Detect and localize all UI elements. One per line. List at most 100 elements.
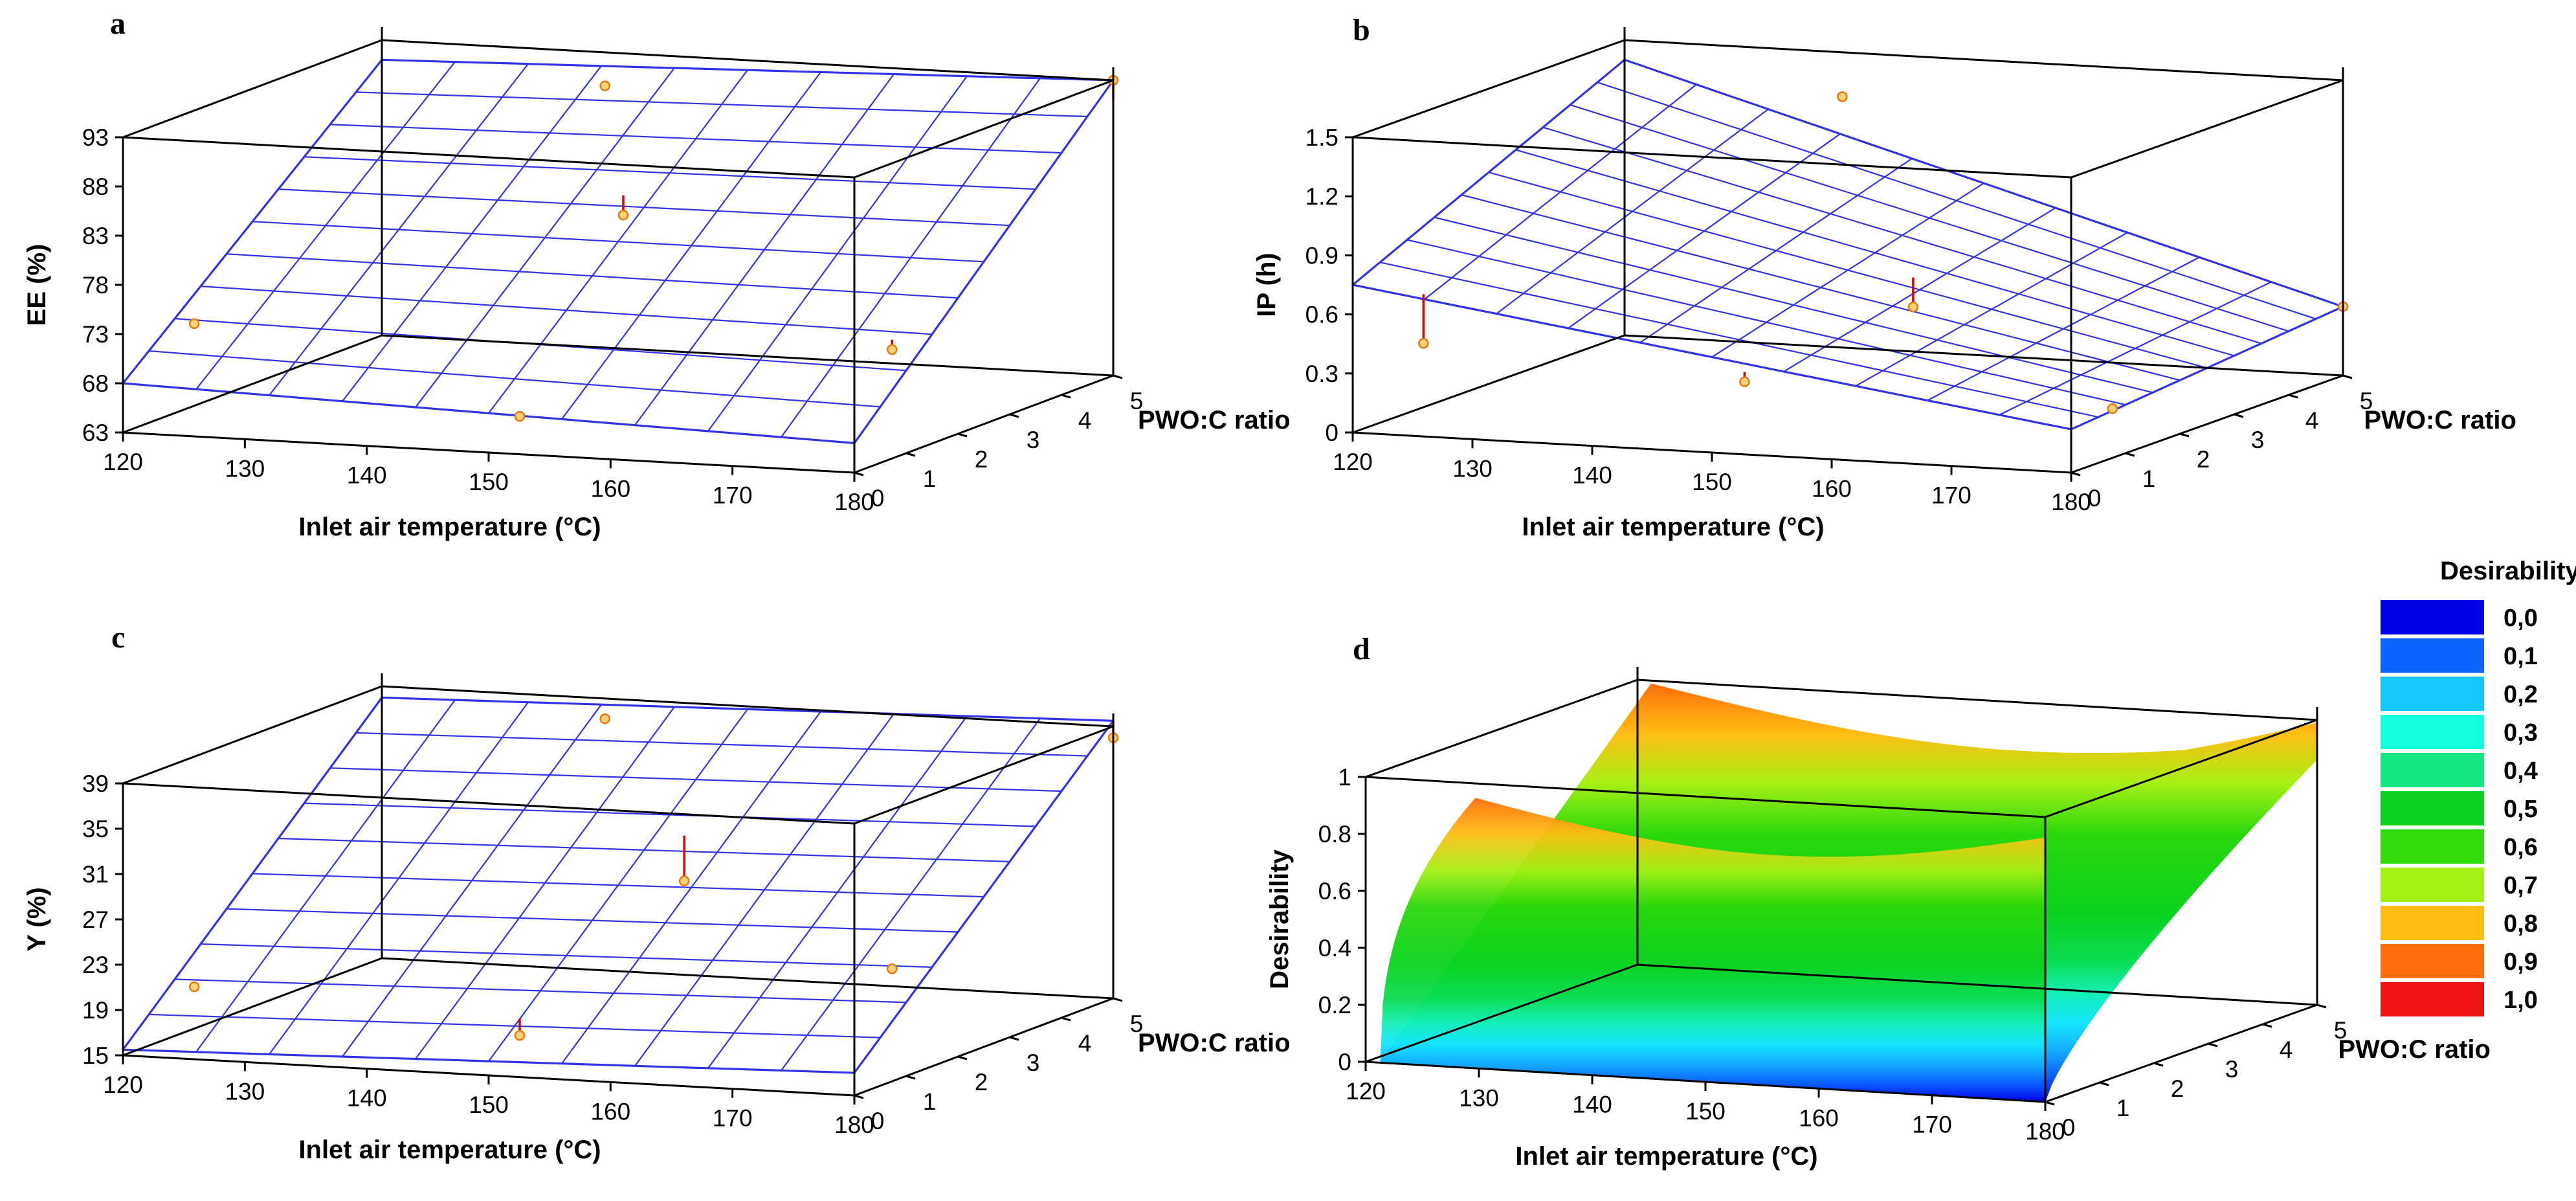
legend-label: 0,6 — [2504, 834, 2538, 861]
surface-grid-line — [1424, 84, 1697, 300]
y-axis-label: PWO:C ratio — [1138, 406, 1291, 434]
z-tick-label: 31 — [82, 861, 109, 888]
y-tick-mark — [1113, 997, 1123, 1002]
x-tick-label: 130 — [225, 1078, 265, 1105]
surface-grid-line — [707, 715, 968, 1069]
legend-label: 0,5 — [2504, 796, 2538, 823]
y-tick-label: 5 — [1130, 1011, 1144, 1037]
z-tick-label: 15 — [82, 1042, 109, 1069]
legend-swatch — [2381, 906, 2484, 940]
axis-box-bottom — [122, 957, 1114, 1097]
surface-grid-line — [488, 69, 748, 414]
y-tick-mark — [2234, 413, 2244, 418]
x-tick-label: 140 — [1572, 1092, 1612, 1118]
y-tick-mark — [2179, 432, 2190, 438]
x-tick-label: 160 — [1799, 1105, 1839, 1131]
legend-swatch — [2381, 753, 2484, 787]
x-tick-label: 170 — [713, 1105, 753, 1132]
y-tick-label: 0 — [2062, 1114, 2076, 1141]
data-point — [617, 209, 629, 221]
axis-box-bottom — [122, 334, 1114, 474]
surface-grid-line — [1351, 59, 1626, 286]
legend-swatch — [2381, 638, 2484, 673]
z-axis-label: EE (%) — [23, 244, 51, 326]
data-point — [887, 344, 898, 355]
data-point — [514, 410, 526, 422]
y-tick-mark — [2316, 1004, 2327, 1009]
y-tick-label: 3 — [1027, 1049, 1040, 1076]
legend-label: 0,1 — [2504, 643, 2538, 670]
data-point — [1739, 376, 1750, 388]
data-point — [1418, 338, 1429, 349]
surface-grid-line — [122, 697, 383, 1051]
data-point — [599, 80, 610, 91]
x-tick-label: 130 — [1452, 455, 1493, 482]
surface-grid-line — [707, 76, 968, 432]
z-tick-label: 0.6 — [1318, 878, 1351, 904]
z-tick-label: 35 — [82, 816, 109, 842]
surface-grid-line — [1999, 281, 2272, 416]
x-tick-label: 120 — [103, 449, 143, 475]
y-tick-label: 2 — [2171, 1075, 2184, 1102]
y-tick-label: 2 — [975, 446, 988, 473]
panel-letter: c — [111, 620, 125, 655]
z-tick-label: 27 — [82, 906, 109, 933]
z-tick-label: 1.5 — [1305, 124, 1338, 151]
x-tick-label: 160 — [1812, 475, 1852, 502]
x-tick-label: 160 — [590, 1098, 630, 1125]
y-tick-label: 4 — [1078, 407, 1092, 434]
data-point — [514, 1030, 526, 1041]
y-tick-label: 1 — [2142, 466, 2156, 492]
y-tick-label: 4 — [2280, 1037, 2293, 1063]
surface-grid-line — [781, 78, 1041, 438]
x-tick-label: 170 — [1912, 1112, 1952, 1138]
z-tick-label: 88 — [82, 174, 109, 200]
z-tick-label: 68 — [82, 370, 109, 397]
y-tick-label: 4 — [1078, 1030, 1092, 1057]
legend-swatch — [2381, 600, 2484, 634]
surface-grid-line — [561, 71, 821, 420]
y-tick-label: 4 — [2305, 407, 2319, 434]
x-axis-label: Inlet air temperature (°C) — [298, 513, 601, 541]
data-point — [599, 713, 610, 724]
desirability-front-face — [1379, 797, 2045, 1102]
y-tick-label: 3 — [1027, 427, 1040, 453]
y-tick-label: 5 — [2360, 388, 2373, 414]
legend-label: 0,4 — [2504, 758, 2538, 785]
surface-grid-line — [561, 711, 821, 1064]
y-tick-mark — [2099, 1081, 2109, 1086]
surface-grid-line — [1496, 108, 1769, 315]
z-tick-label: 1.2 — [1305, 183, 1338, 210]
x-tick-label: 180 — [834, 489, 874, 515]
surface-grid-line — [342, 704, 602, 1057]
data-point — [2107, 403, 2118, 414]
y-tick-mark — [1009, 413, 1019, 418]
x-tick-label: 140 — [1572, 462, 1612, 489]
data-point — [1907, 301, 1919, 313]
surface-grid-line — [415, 706, 675, 1060]
legend-label: 0,2 — [2504, 681, 2538, 708]
z-tick-label: 19 — [82, 997, 109, 1024]
panel-letter: b — [1353, 13, 1370, 47]
surface-grid-line — [415, 67, 675, 408]
y-tick-mark — [2153, 1062, 2164, 1067]
z-tick-label: 0.4 — [1318, 935, 1351, 961]
legend-label: 1,0 — [2504, 987, 2538, 1014]
x-tick-label: 150 — [1685, 1098, 1726, 1125]
desirability-edge — [1378, 796, 1476, 1063]
y-tick-mark — [2342, 374, 2353, 379]
z-tick-label: 93 — [82, 124, 109, 151]
legend-swatch — [2381, 868, 2484, 902]
z-tick-label: 63 — [82, 420, 109, 446]
surface-grid-line — [195, 699, 456, 1053]
x-tick-label: 180 — [2051, 489, 2091, 515]
legend-swatch — [2381, 715, 2484, 749]
surface-grid-line — [1639, 157, 1913, 344]
data-point — [1837, 91, 1848, 102]
x-tick-label: 170 — [713, 482, 753, 509]
data-point — [188, 981, 200, 993]
legend-label: 0,0 — [2504, 605, 2538, 632]
surface-grid-line — [342, 65, 602, 402]
y-tick-mark — [1009, 1036, 1019, 1041]
